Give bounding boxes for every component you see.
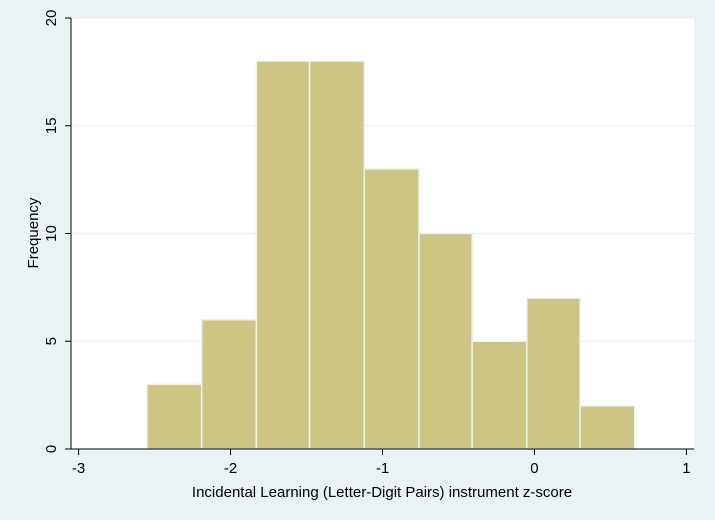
histogram-bar — [308, 60, 366, 450]
histogram-bar — [471, 340, 528, 450]
x-tick-label: 1 — [682, 460, 690, 477]
histogram-bars — [146, 60, 636, 450]
histogram-bar — [255, 60, 311, 450]
x-axis-title: Incidental Learning (Letter-Digit Pairs)… — [192, 484, 572, 501]
y-tick-label: 5 — [43, 337, 60, 345]
tick-marks-and-labels: 0 5 10 15 20 -3 -2 -1 0 1 — [43, 10, 691, 477]
y-tick-label: 10 — [43, 225, 60, 242]
histogram-bar — [200, 318, 258, 450]
histogram-bar — [526, 297, 581, 450]
histogram-bar — [363, 168, 420, 450]
y-tick-label: 15 — [43, 117, 60, 134]
histogram-bar — [418, 232, 473, 450]
histogram-bar — [579, 405, 636, 450]
x-tick-label: -2 — [224, 460, 237, 477]
y-tick-label: 0 — [43, 445, 60, 453]
x-tick-label: -1 — [376, 460, 389, 477]
y-tick-label: 20 — [43, 10, 60, 27]
histogram-bar — [146, 383, 203, 450]
y-axis-title: Frequency — [25, 197, 42, 268]
x-tick-label: 0 — [530, 460, 538, 477]
x-tick-label: -3 — [72, 460, 85, 477]
